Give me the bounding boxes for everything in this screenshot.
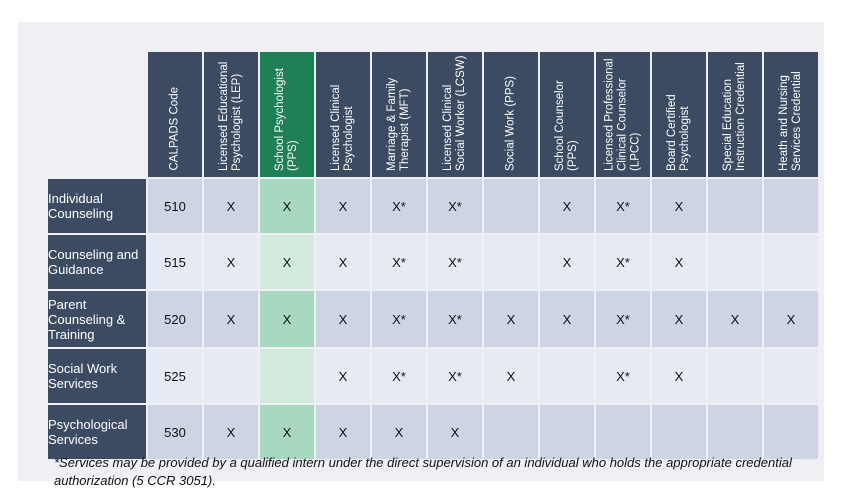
table-cell: X xyxy=(260,179,314,233)
table-cell: X xyxy=(540,179,594,233)
table-row-social-work-services: Social Work Services 525 X X* X* X X* X xyxy=(48,349,818,403)
table-cell xyxy=(484,179,538,233)
table-cell: X xyxy=(540,235,594,289)
calpads-code-cell: 520 xyxy=(148,291,202,347)
table-cell: X xyxy=(204,291,258,347)
table-cell: X xyxy=(372,405,426,459)
table-cell xyxy=(484,405,538,459)
table-cell: X xyxy=(204,179,258,233)
table-panel: CALPADS Code Licensed Educational Psycho… xyxy=(18,22,824,488)
table-cell: X* xyxy=(428,179,482,233)
table-cell xyxy=(764,349,818,403)
table-cell xyxy=(652,405,706,459)
table-cell: X xyxy=(260,405,314,459)
calpads-code-cell: 525 xyxy=(148,349,202,403)
table-cell: X xyxy=(316,405,370,459)
row-label: Individual Counseling xyxy=(48,179,146,233)
column-header-clinical-psychologist: Licensed Clinical Psychologist xyxy=(316,52,370,177)
table-cell: X xyxy=(540,291,594,347)
column-header-school-counselor: School Counselor (PPS) xyxy=(540,52,594,177)
row-label: Psychological Services xyxy=(48,405,146,459)
table-cell: X xyxy=(428,405,482,459)
row-label: Counseling and Guidance xyxy=(48,235,146,289)
table-cell: X* xyxy=(428,235,482,289)
table-cell xyxy=(708,349,762,403)
calpads-code-cell: 510 xyxy=(148,179,202,233)
table-cell: X xyxy=(316,349,370,403)
column-header-lcsw: Licensed Clinical Social Worker (LCSW) xyxy=(428,52,482,177)
column-header-mft: Marriage & Family Therapist (MFT) xyxy=(372,52,426,177)
column-header-health-nursing: Heath and Nursing Services Credential xyxy=(764,52,818,177)
table-cell: X xyxy=(484,349,538,403)
column-header-board-certified: Board Certified Psychologist xyxy=(652,52,706,177)
row-label: Social Work Services xyxy=(48,349,146,403)
table-cell xyxy=(540,349,594,403)
services-credential-table: CALPADS Code Licensed Educational Psycho… xyxy=(46,50,820,461)
table-cell: X* xyxy=(372,349,426,403)
table-cell: X* xyxy=(372,291,426,347)
corner-cell xyxy=(48,52,146,177)
table-row-individual-counseling: Individual Counseling 510 X X X X* X* X X* X xyxy=(48,179,818,233)
table-cell: X xyxy=(708,291,762,347)
column-header-lpcc: Licensed Professional Clinical Counselor… xyxy=(596,52,650,177)
table-cell: X xyxy=(204,235,258,289)
column-header-school-psychologist: School Psychologist (PPS) xyxy=(260,52,314,177)
table-body: Individual Counseling 510 X X X X* X* X X* X Couns… xyxy=(48,179,818,459)
table-cell xyxy=(764,179,818,233)
table-cell: X xyxy=(652,235,706,289)
table-row-psychological-services: Psychological Services 530 X X X X X xyxy=(48,405,818,459)
table-cell: X xyxy=(652,349,706,403)
table-cell xyxy=(260,349,314,403)
table-cell xyxy=(204,349,258,403)
table-cell: X xyxy=(316,179,370,233)
table-cell: X* xyxy=(596,291,650,347)
table-cell: X* xyxy=(372,235,426,289)
table-cell xyxy=(596,405,650,459)
calpads-code-cell: 515 xyxy=(148,235,202,289)
table-cell: X xyxy=(652,291,706,347)
column-header-lep: Licensed Educational Psychologist (LEP) xyxy=(204,52,258,177)
table-cell: X xyxy=(260,235,314,289)
table-row-counseling-and-guidance: Counseling and Guidance 515 X X X X* X* X X* X xyxy=(48,235,818,289)
table-cell: X xyxy=(764,291,818,347)
column-header-special-education: Special Education Instruction Credential xyxy=(708,52,762,177)
table-row-parent-counseling-training: Parent Counseling & Training 520 X X X X* X* X X… xyxy=(48,291,818,347)
table-cell: X xyxy=(484,291,538,347)
table-cell: X xyxy=(260,291,314,347)
footnote: *Services may be provided by a qualified… xyxy=(54,455,792,488)
table-cell xyxy=(708,405,762,459)
table-cell xyxy=(484,235,538,289)
column-header-calpads-code: CALPADS Code xyxy=(148,52,202,177)
table-cell: X* xyxy=(596,179,650,233)
header-row: CALPADS Code Licensed Educational Psycho… xyxy=(48,52,818,177)
table-cell xyxy=(708,235,762,289)
table-cell: X* xyxy=(596,349,650,403)
table-cell xyxy=(708,179,762,233)
table-cell: X* xyxy=(428,349,482,403)
table-cell xyxy=(764,405,818,459)
column-header-social-work-pps: Social Work (PPS) xyxy=(484,52,538,177)
table-cell: X xyxy=(652,179,706,233)
calpads-code-cell: 530 xyxy=(148,405,202,459)
table-cell xyxy=(764,235,818,289)
table-cell: X xyxy=(316,235,370,289)
table-cell xyxy=(540,405,594,459)
table-cell: X xyxy=(316,291,370,347)
table-cell: X* xyxy=(428,291,482,347)
table-cell: X xyxy=(204,405,258,459)
table-cell: X* xyxy=(372,179,426,233)
row-label: Parent Counseling & Training xyxy=(48,291,146,347)
table-cell: X* xyxy=(596,235,650,289)
